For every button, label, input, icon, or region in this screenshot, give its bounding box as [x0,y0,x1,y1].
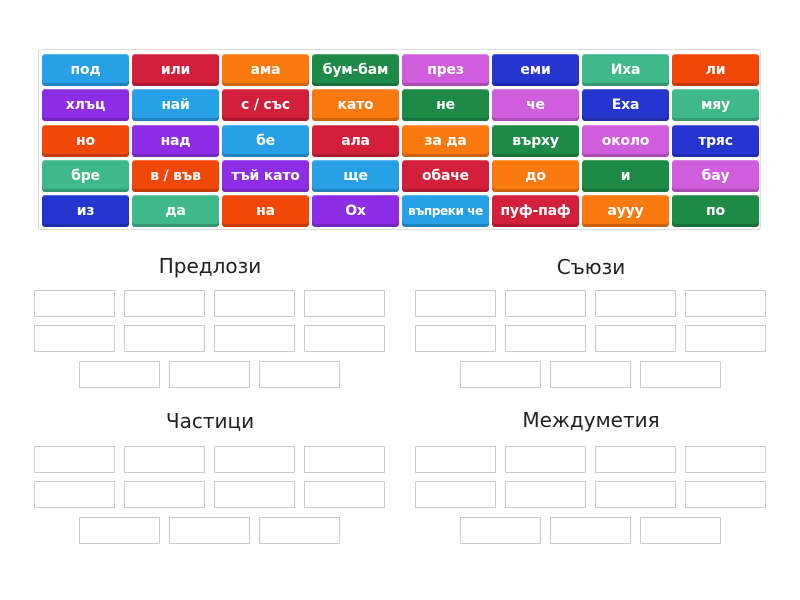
group-title-prepositions: Предлози [158,254,262,278]
word-tile[interactable]: под [42,54,129,86]
word-tile[interactable]: въпреки че [402,195,489,228]
word-tile[interactable]: около [582,124,669,157]
word-tile[interactable]: над [132,124,219,157]
word-tile[interactable]: но [42,124,129,157]
word-tile[interactable]: и [582,159,669,192]
drop-slot[interactable] [595,290,676,317]
drop-slot[interactable] [550,361,631,388]
word-tile[interactable]: аууу [582,195,669,228]
drop-slot[interactable] [34,290,115,317]
word-tile[interactable]: Еха [582,89,669,122]
word-tile[interactable]: тряс [672,124,759,157]
word-tile[interactable]: ли [672,54,759,86]
drop-slot[interactable] [640,517,721,544]
drop-slot[interactable] [214,446,295,473]
word-tile[interactable]: ще [312,159,399,192]
word-tile[interactable]: с / със [222,89,309,122]
drop-slot[interactable] [34,446,115,473]
word-tile[interactable]: из [42,195,129,228]
drop-slot[interactable] [304,481,385,508]
drop-slot[interactable] [640,361,721,388]
drop-slot[interactable] [460,361,541,388]
drop-slot[interactable] [415,481,496,508]
word-tile[interactable]: бум-бам [312,54,399,86]
word-tile[interactable]: пуф-паф [492,195,579,228]
drop-slot[interactable] [505,290,586,317]
word-tile[interactable]: бе [222,124,309,157]
word-tile[interactable]: на [222,195,309,228]
drop-slot[interactable] [595,325,676,352]
drop-slot[interactable] [169,517,250,544]
drop-slot[interactable] [685,446,766,473]
drop-slot[interactable] [34,325,115,352]
word-tile[interactable]: мяу [672,89,759,122]
drop-slot[interactable] [505,481,586,508]
drop-slot[interactable] [460,517,541,544]
word-tile[interactable]: Иха [582,54,669,86]
group-title-interjections: Междуметия [522,408,660,432]
drop-slot[interactable] [685,290,766,317]
drop-slot[interactable] [415,325,496,352]
word-tile[interactable]: за да [402,124,489,157]
word-tile[interactable]: като [312,89,399,122]
drop-slot[interactable] [79,517,160,544]
word-tile[interactable]: Ох [312,195,399,228]
drop-slot[interactable] [505,446,586,473]
drop-slot[interactable] [124,290,205,317]
drop-slot[interactable] [304,290,385,317]
word-tile[interactable]: или [132,54,219,86]
drop-slot[interactable] [304,446,385,473]
drop-slot[interactable] [169,361,250,388]
word-tile[interactable]: по [672,195,759,228]
drop-slot[interactable] [214,325,295,352]
group-title-particles: Частици [165,409,255,433]
word-tile[interactable]: до [492,159,579,192]
drop-slot[interactable] [415,290,496,317]
word-tile[interactable]: бау [672,159,759,192]
word-tile[interactable]: върху [492,124,579,157]
drop-slot[interactable] [595,446,676,473]
word-tile[interactable]: че [492,89,579,122]
word-tile[interactable]: през [402,54,489,86]
drop-slot[interactable] [595,481,676,508]
drop-slot[interactable] [124,481,205,508]
drop-slot[interactable] [685,325,766,352]
drop-slot[interactable] [34,481,115,508]
drop-slot[interactable] [415,446,496,473]
word-tile[interactable]: не [402,89,489,122]
drop-slot[interactable] [259,517,340,544]
drop-slot[interactable] [124,325,205,352]
word-tile[interactable]: тъй като [222,159,309,192]
word-tile[interactable]: най [132,89,219,122]
word-tile[interactable]: да [132,195,219,228]
word-tile[interactable]: обаче [402,159,489,192]
word-tile[interactable]: ала [312,124,399,157]
drop-slot[interactable] [685,481,766,508]
drop-slot[interactable] [214,481,295,508]
drop-slot[interactable] [550,517,631,544]
word-tile[interactable]: бре [42,159,129,192]
drop-slot[interactable] [505,325,586,352]
drop-slot[interactable] [304,325,385,352]
word-tile-tray: под или ама бум-бам през еми Иха ли хлъц най с / с… [38,49,761,230]
drop-slot[interactable] [259,361,340,388]
drop-slot[interactable] [79,361,160,388]
word-tile[interactable]: еми [492,54,579,86]
group-title-conjunctions: Съюзи [556,255,626,279]
drop-slot[interactable] [124,446,205,473]
word-tile[interactable]: в / във [132,159,219,192]
word-tile[interactable]: ама [222,54,309,86]
word-tile[interactable]: хлъц [42,89,129,122]
drop-slot[interactable] [214,290,295,317]
